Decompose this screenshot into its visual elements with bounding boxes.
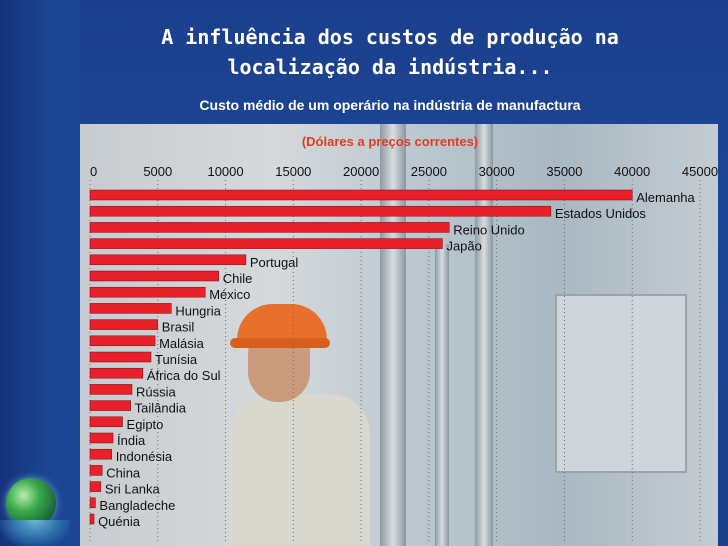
category-label: Brasil bbox=[162, 320, 195, 335]
x-tick-label: 0 bbox=[90, 164, 97, 179]
x-tick-label: 40000 bbox=[614, 164, 650, 179]
bar bbox=[89, 465, 103, 476]
x-tick-label: 30000 bbox=[479, 164, 515, 179]
category-label: Malásia bbox=[159, 336, 205, 351]
bar bbox=[89, 432, 114, 444]
bar bbox=[89, 497, 96, 509]
x-tick-label: 35000 bbox=[546, 164, 582, 179]
slide-title: A influência dos custos de produção na l… bbox=[90, 22, 690, 82]
bar bbox=[89, 238, 443, 249]
slide-title-line1: A influência dos custos de produção na bbox=[161, 25, 619, 49]
pipe bbox=[435, 244, 449, 546]
bar bbox=[89, 319, 159, 330]
globe-icon bbox=[6, 478, 56, 528]
category-label: Tunísia bbox=[155, 352, 198, 367]
category-label: China bbox=[106, 465, 141, 480]
category-label: Reino Unido bbox=[453, 222, 525, 237]
bar bbox=[89, 286, 206, 298]
bar bbox=[89, 384, 133, 395]
control-panel bbox=[555, 294, 687, 473]
x-tick-label: 5000 bbox=[143, 164, 172, 179]
x-tick-label: 20000 bbox=[343, 164, 379, 179]
x-tick-label: 45000 bbox=[682, 164, 718, 179]
factory-photo: (Dólares a preços correntes) 0 5000 10000 1… bbox=[80, 124, 718, 546]
bar bbox=[89, 448, 112, 460]
x-tick-label: 25000 bbox=[411, 164, 447, 179]
category-label: Estados Unidos bbox=[555, 206, 647, 221]
slide-title-line2: localização da indústria... bbox=[227, 55, 553, 79]
category-label: Chile bbox=[223, 271, 253, 286]
category-label: Bangladeche bbox=[99, 498, 175, 513]
category-label: África do Sul bbox=[147, 368, 221, 383]
bar bbox=[89, 254, 247, 266]
bar bbox=[89, 481, 102, 492]
category-label: Indonésia bbox=[116, 449, 173, 464]
category-label: Japão bbox=[446, 239, 481, 254]
category-label: Alemanha bbox=[636, 190, 695, 205]
category-label: Hungria bbox=[175, 303, 221, 318]
category-label: Portugal bbox=[250, 255, 299, 270]
chart-bars bbox=[89, 189, 633, 525]
bar bbox=[89, 513, 95, 525]
category-label: Rússia bbox=[136, 384, 177, 399]
category-label: México bbox=[209, 287, 250, 302]
chart-title: (Dólares a preços correntes) bbox=[302, 134, 478, 149]
bar bbox=[89, 205, 552, 217]
chart-subtitle: Custo médio de um operário na indústria … bbox=[199, 97, 581, 113]
bar bbox=[89, 270, 220, 282]
bar bbox=[89, 416, 123, 428]
worker-figure bbox=[230, 394, 370, 546]
hardhat-brim bbox=[230, 338, 330, 348]
x-tick-label: 15000 bbox=[275, 164, 311, 179]
slide-left-strip bbox=[0, 0, 80, 546]
bar bbox=[89, 367, 144, 379]
bar bbox=[89, 189, 633, 201]
bar bbox=[89, 222, 450, 233]
category-label: Quénia bbox=[98, 514, 141, 529]
bar bbox=[89, 400, 131, 411]
x-axis-ticks: 0 5000 10000 15000 20000 25000 30000 35000 40000… bbox=[90, 164, 718, 179]
category-label: Sri Lanka bbox=[105, 482, 161, 497]
x-tick-label: 10000 bbox=[207, 164, 243, 179]
bar bbox=[89, 303, 172, 314]
bar bbox=[89, 335, 156, 347]
pipe bbox=[475, 124, 493, 546]
bar bbox=[89, 351, 152, 363]
category-label: Egipto bbox=[127, 417, 164, 432]
bar-chart: (Dólares a preços correntes) 0 5000 10000 1… bbox=[89, 134, 718, 544]
globe-reflection bbox=[0, 520, 70, 546]
category-label: Tailândia bbox=[135, 401, 187, 416]
category-label: Índia bbox=[117, 433, 146, 448]
